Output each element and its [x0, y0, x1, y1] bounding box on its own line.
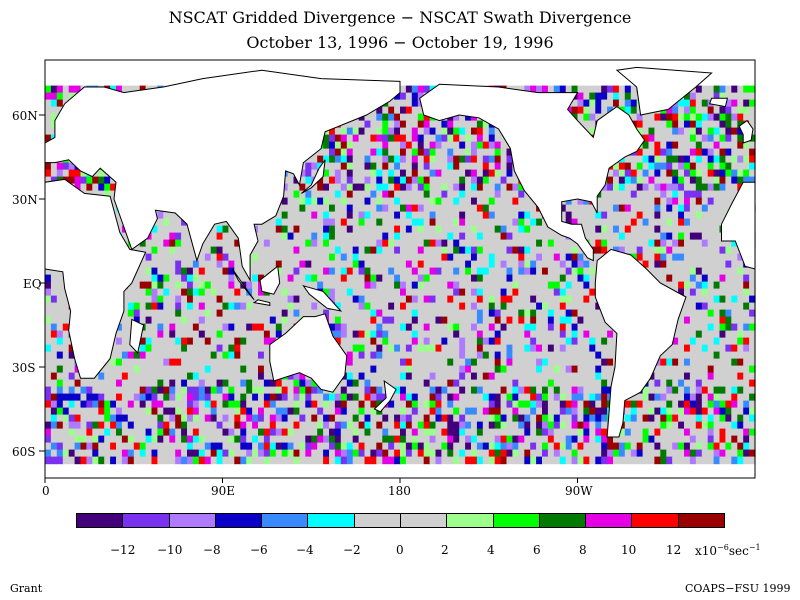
colorbar-tick-label: 4	[487, 543, 495, 557]
colorbar-swatch	[446, 513, 494, 528]
landmass	[615, 66, 713, 116]
colorbar-tick-label: −12	[110, 543, 136, 557]
colorbar-swatch	[76, 513, 124, 528]
lat-label-30n: 30N	[12, 193, 38, 207]
landmass	[44, 178, 147, 379]
continent-outlines	[44, 66, 756, 479]
axis-ticks	[39, 114, 578, 483]
landmass	[302, 284, 343, 312]
landmass	[231, 268, 255, 301]
colorbar-tick-label: −4	[296, 543, 314, 557]
landmass	[129, 318, 145, 355]
colorbar-tick-label: 8	[579, 543, 587, 557]
colorbar-swatch	[214, 513, 263, 528]
lon-label-0: 0	[42, 484, 50, 498]
footer-credit: COAPS−FSU 1999	[685, 582, 791, 595]
colorbar-swatch	[400, 513, 448, 528]
units-base: x10	[695, 544, 718, 558]
colorbar-swatch	[307, 513, 355, 528]
colorbar-tick-label: −8	[203, 543, 221, 557]
colorbar-units: x10−6sec−1	[695, 543, 761, 558]
colorbar-swatch	[353, 513, 401, 528]
colorbar-swatch	[677, 513, 725, 528]
landmass	[301, 159, 326, 194]
lat-label-60s: 60S	[12, 445, 36, 459]
landmass	[269, 313, 348, 393]
landmass	[252, 299, 271, 306]
colorbar-tick-label: −2	[343, 543, 361, 557]
title-line-2: October 13, 1996 − October 19, 1996	[246, 33, 554, 52]
units-exponent: −6	[717, 543, 729, 552]
colorbar-tick-label: 12	[666, 543, 682, 557]
landmass	[419, 83, 646, 262]
colorbar-tick-label: 2	[441, 543, 449, 557]
colorbar-tick-label: 0	[396, 543, 404, 557]
landmass	[708, 97, 729, 108]
landmass	[373, 379, 397, 413]
colorbar-tick-label: −10	[157, 543, 183, 557]
colorbar-swatch	[538, 513, 587, 528]
landmass	[594, 248, 687, 438]
title-line-1: NSCAT Gridded Divergence − NSCAT Swath D…	[168, 8, 632, 27]
units-sec: sec	[728, 544, 749, 558]
lat-label-eq: EQ	[23, 277, 42, 291]
lon-label-90w: 90W	[565, 484, 593, 498]
colorbar-swatch	[492, 513, 540, 528]
colorbar-swatch	[261, 513, 309, 528]
lon-label-90e: 90E	[211, 484, 236, 498]
colorbar-swatch	[168, 513, 216, 528]
landmass	[44, 69, 401, 283]
units-exponent-2: −1	[748, 543, 761, 552]
colorbar-swatch	[122, 513, 170, 528]
colorbar-tick-label: 10	[621, 543, 637, 557]
colorbar-swatch	[585, 513, 633, 528]
footer-author: Grant	[10, 582, 43, 595]
landmass	[738, 119, 754, 144]
colorbar-swatch	[631, 513, 679, 528]
lon-label-180: 180	[388, 484, 411, 498]
colorbar-tick-label: 6	[533, 543, 541, 557]
lat-label-30s: 30S	[12, 361, 36, 375]
lat-label-60n: 60N	[12, 109, 38, 123]
landmass	[259, 265, 281, 295]
colorbar-tick-label: −6	[250, 543, 268, 557]
